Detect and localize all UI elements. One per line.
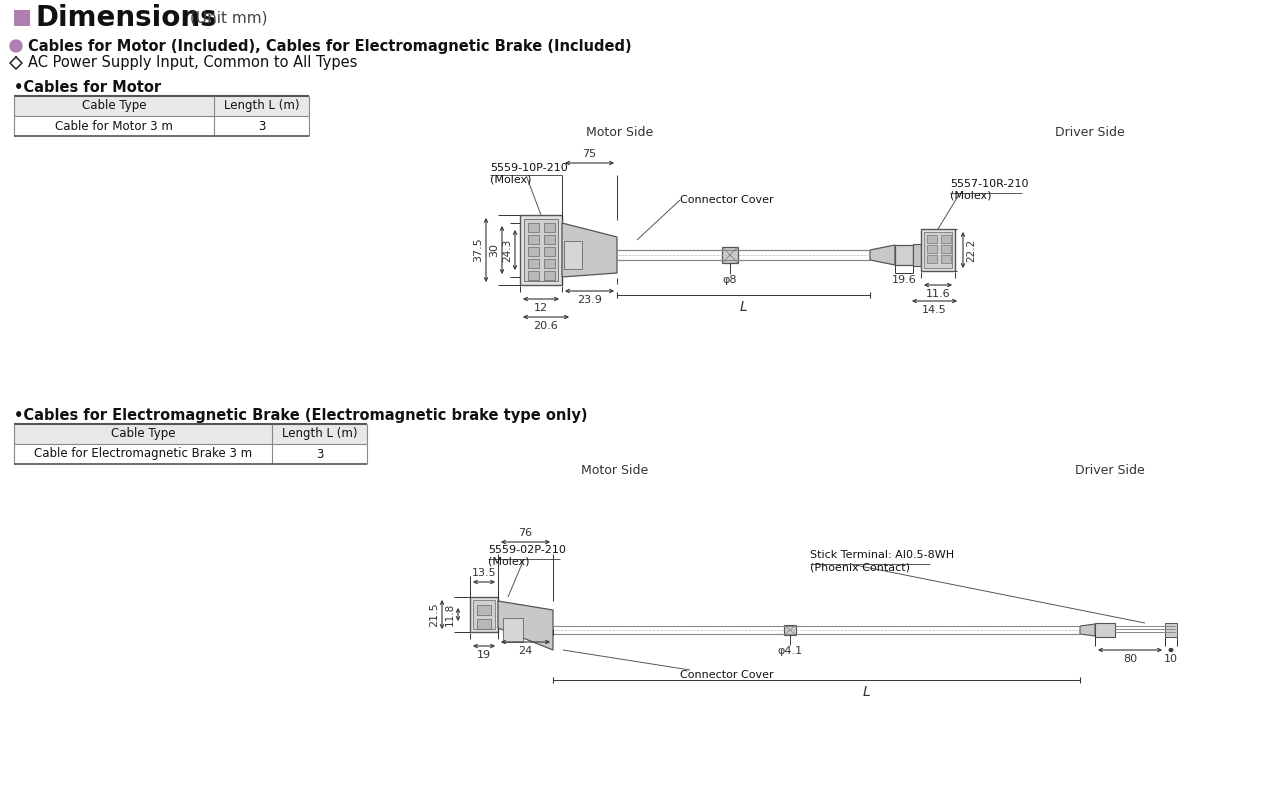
Text: 3: 3 [257, 119, 265, 133]
Text: Connector Cover: Connector Cover [680, 195, 773, 205]
Bar [722, 247, 739, 263]
Text: Cable Type: Cable Type [82, 99, 146, 113]
Bar [927, 255, 937, 263]
Bar [470, 597, 498, 632]
Text: 30: 30 [489, 243, 499, 257]
Bar [941, 255, 951, 263]
Bar [14, 444, 367, 464]
Text: Cable for Motor 3 m: Cable for Motor 3 m [55, 119, 173, 133]
Bar [941, 245, 951, 253]
Text: Motor Side: Motor Side [581, 463, 649, 476]
Bar [14, 96, 308, 116]
Text: 19.6: 19.6 [892, 275, 916, 285]
Text: Cables for Motor (Included), Cables for Electromagnetic Brake (Included): Cables for Motor (Included), Cables for … [28, 38, 631, 53]
Text: 76: 76 [518, 528, 532, 538]
Text: 21.5: 21.5 [429, 602, 439, 627]
Text: 5557-10R-210
(Molex): 5557-10R-210 (Molex) [950, 180, 1029, 201]
Bar [913, 244, 922, 266]
Circle shape [10, 40, 22, 52]
Bar [927, 235, 937, 243]
Text: 5559-10P-210
(Molex): 5559-10P-210 (Molex) [490, 164, 568, 185]
Bar [503, 618, 524, 642]
Bar [927, 245, 937, 253]
Text: •Cables for Motor: •Cables for Motor [14, 80, 161, 95]
Bar [544, 271, 556, 280]
Text: 24.3: 24.3 [502, 238, 512, 262]
Bar [529, 247, 539, 256]
Bar [14, 116, 308, 136]
Text: Connector Cover: Connector Cover [680, 670, 773, 680]
Bar [477, 605, 492, 615]
Text: Cable Type: Cable Type [111, 428, 175, 440]
Text: (Unit mm): (Unit mm) [189, 10, 268, 25]
Text: Cable for Electromagnetic Brake 3 m: Cable for Electromagnetic Brake 3 m [35, 448, 252, 460]
Text: 24: 24 [518, 646, 532, 656]
Bar [895, 245, 913, 265]
Text: L: L [740, 300, 748, 314]
Text: 22.2: 22.2 [966, 238, 977, 262]
Text: Length L (m): Length L (m) [224, 99, 300, 113]
Polygon shape [1080, 624, 1094, 636]
Bar [544, 247, 556, 256]
Bar [941, 235, 951, 243]
Text: AC Power Supply Input, Common to All Types: AC Power Supply Input, Common to All Typ… [28, 56, 357, 71]
Bar [783, 625, 796, 635]
Bar [14, 10, 29, 26]
Text: 11.8: 11.8 [445, 603, 454, 626]
Text: 20.6: 20.6 [534, 321, 558, 331]
Bar [529, 235, 539, 244]
Bar [564, 241, 582, 269]
Text: Stick Terminal: AI0.5-8WH
(Phoenix Contact): Stick Terminal: AI0.5-8WH (Phoenix Conta… [810, 550, 954, 572]
Polygon shape [870, 245, 895, 265]
Text: φ4.1: φ4.1 [777, 646, 803, 656]
Text: 10: 10 [1164, 654, 1178, 664]
Bar [14, 424, 367, 444]
Bar [477, 619, 492, 629]
Text: 14.5: 14.5 [922, 305, 947, 315]
Text: 75: 75 [582, 149, 596, 159]
Bar [529, 271, 539, 280]
Bar [520, 215, 562, 285]
Bar [474, 600, 495, 629]
Text: •Cables for Electromagnetic Brake (Electromagnetic brake type only): •Cables for Electromagnetic Brake (Elect… [14, 408, 588, 423]
Text: Dimensions: Dimensions [35, 4, 216, 32]
Text: 12: 12 [534, 303, 548, 313]
Bar [529, 223, 539, 232]
Bar [544, 259, 556, 268]
Text: L: L [863, 685, 870, 699]
Bar [529, 259, 539, 268]
Text: 3: 3 [316, 448, 323, 460]
Bar [544, 223, 556, 232]
Text: 37.5: 37.5 [474, 238, 483, 262]
Text: 23.9: 23.9 [577, 295, 602, 305]
Text: 11.6: 11.6 [925, 289, 950, 299]
Bar [1094, 623, 1115, 637]
Text: Driver Side: Driver Side [1075, 463, 1144, 476]
Polygon shape [498, 601, 553, 650]
Bar [922, 229, 955, 271]
Text: 5559-02P-210
(Molex): 5559-02P-210 (Molex) [488, 545, 566, 567]
Text: Motor Side: Motor Side [586, 126, 654, 138]
Bar [524, 219, 558, 281]
Text: 19: 19 [477, 650, 492, 660]
Bar [924, 232, 952, 268]
Text: 80: 80 [1123, 654, 1137, 664]
Text: φ8: φ8 [723, 275, 737, 285]
Bar [544, 235, 556, 244]
Bar [1165, 623, 1178, 637]
Text: Length L (m): Length L (m) [282, 428, 357, 440]
Polygon shape [562, 223, 617, 277]
Text: 13.5: 13.5 [472, 568, 497, 578]
Text: Driver Side: Driver Side [1055, 126, 1125, 138]
